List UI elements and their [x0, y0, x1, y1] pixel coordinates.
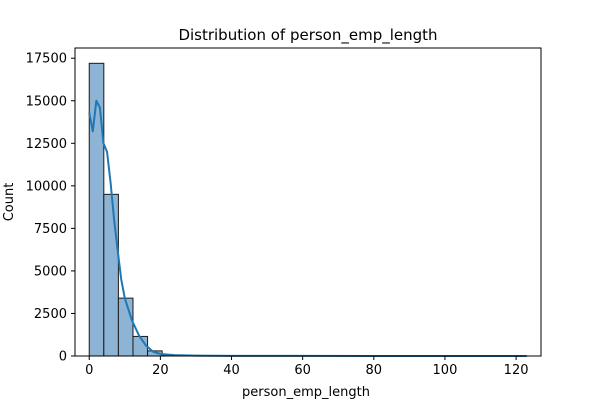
chart-title: Distribution of person_emp_length: [178, 26, 437, 45]
x-tick-label: 80: [366, 363, 383, 378]
x-tick-label: 40: [223, 363, 240, 378]
x-tick-label: 60: [294, 363, 311, 378]
y-tick-label: 10000: [26, 179, 67, 194]
y-tick-label: 0: [59, 350, 67, 365]
y-axis-label: Count: [2, 183, 17, 222]
y-tick-label: 5000: [34, 264, 67, 279]
y-tick-label: 2500: [34, 307, 67, 322]
y-tick-label: 12500: [26, 137, 67, 152]
y-tick-label: 15000: [26, 94, 67, 109]
y-tick-label: 7500: [34, 222, 67, 237]
x-tick-label: 20: [152, 363, 169, 378]
x-tick-label: 0: [85, 363, 93, 378]
plot-frame: [74, 47, 542, 357]
x-tick-label: 100: [433, 363, 458, 378]
kde-curve: [88, 99, 527, 357]
x-axis-ticks: 0 20 40 60 80 100 120: [85, 356, 529, 378]
x-axis-label: person_emp_length: [242, 385, 370, 400]
x-tick-label: 120: [504, 363, 529, 378]
bars-layer: [88, 62, 528, 357]
kde-layer: [88, 99, 527, 357]
y-axis-ticks: 0 2500 5000 7500 10000 12500 15000 17500: [26, 52, 75, 365]
y-tick-label: 17500: [26, 52, 67, 67]
histogram-bar: [117, 297, 134, 357]
histogram-bar: [103, 193, 119, 357]
